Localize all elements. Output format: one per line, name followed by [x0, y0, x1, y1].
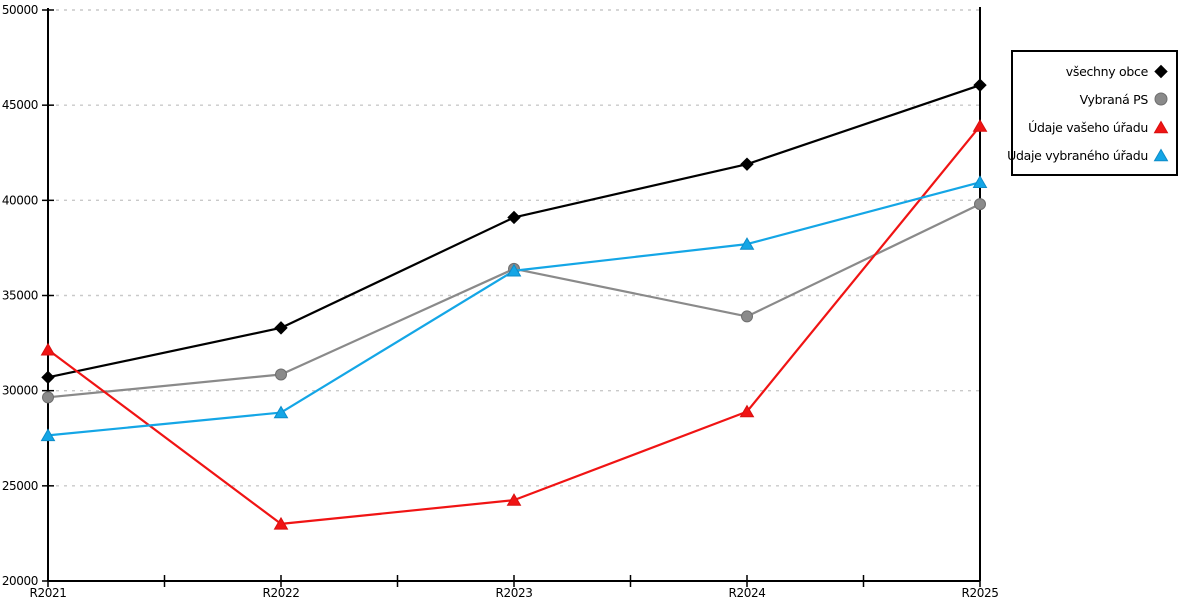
legend: všechny obce Vybraná PS Údaje vašeho úřa… — [1007, 50, 1178, 176]
y-axis-tick-label: 50000 — [2, 3, 38, 17]
y-axis-tick-label: 25000 — [2, 479, 38, 493]
circle-glyph — [1154, 92, 1168, 106]
data-point-marker — [274, 321, 288, 335]
legend-label: všechny obce — [1065, 63, 1149, 79]
data-point-marker — [275, 368, 287, 381]
y-axis-tick-label: 40000 — [2, 193, 38, 207]
series-line-2 — [47, 203, 981, 399]
legend-label: Údaje vybraného úřadu — [1007, 147, 1148, 163]
triangle-marker-icon — [1153, 148, 1169, 162]
data-point-marker — [40, 342, 56, 356]
x-axis-tick-label: R2023 — [496, 586, 533, 600]
data-point-marker — [41, 370, 55, 385]
legend-label: Údaje vašeho úřadu — [1028, 119, 1148, 135]
legend-item: Údaje vybraného úřadu — [1007, 146, 1169, 165]
legend-item: Vybraná PS — [1080, 90, 1169, 109]
triangle-glyph — [1153, 120, 1169, 134]
data-point-marker — [739, 237, 755, 250]
legend-label: Vybraná PS — [1079, 91, 1149, 107]
data-point-marker — [42, 391, 54, 404]
data-point-marker — [741, 310, 753, 323]
y-axis-tick-label: 35000 — [2, 289, 38, 303]
x-axis-tick-label: R2025 — [962, 586, 999, 600]
triangle-marker-icon — [1153, 120, 1169, 134]
data-point-marker — [974, 198, 986, 211]
y-axis-tick-label: 20000 — [2, 574, 38, 588]
diamond-marker-icon — [1154, 64, 1168, 79]
data-point-marker — [506, 263, 522, 277]
data-point-marker — [739, 404, 755, 418]
series-line-3 — [47, 125, 981, 526]
data-point-marker — [40, 428, 56, 442]
data-point-marker — [273, 516, 289, 530]
data-point-marker — [506, 493, 522, 506]
y-axis-tick-label: 30000 — [2, 384, 38, 398]
data-point-marker — [973, 78, 987, 92]
x-axis-tick-label: R2021 — [30, 586, 67, 600]
data-point-marker — [507, 210, 521, 225]
diamond-glyph — [1154, 64, 1168, 79]
data-point-marker — [972, 119, 988, 132]
legend-item: všechny obce — [1066, 62, 1169, 81]
data-point-marker — [273, 405, 289, 419]
data-point-marker — [972, 175, 988, 188]
y-axis-tick-label: 45000 — [2, 98, 38, 112]
series-line-1 — [47, 84, 981, 379]
x-axis-tick-label: R2022 — [263, 586, 300, 600]
data-point-marker — [740, 157, 754, 171]
legend-item: Údaje vašeho úřadu — [1028, 118, 1169, 137]
triangle-glyph — [1153, 148, 1169, 162]
x-axis-tick-label: R2024 — [729, 586, 766, 600]
circle-marker-icon — [1154, 92, 1168, 106]
